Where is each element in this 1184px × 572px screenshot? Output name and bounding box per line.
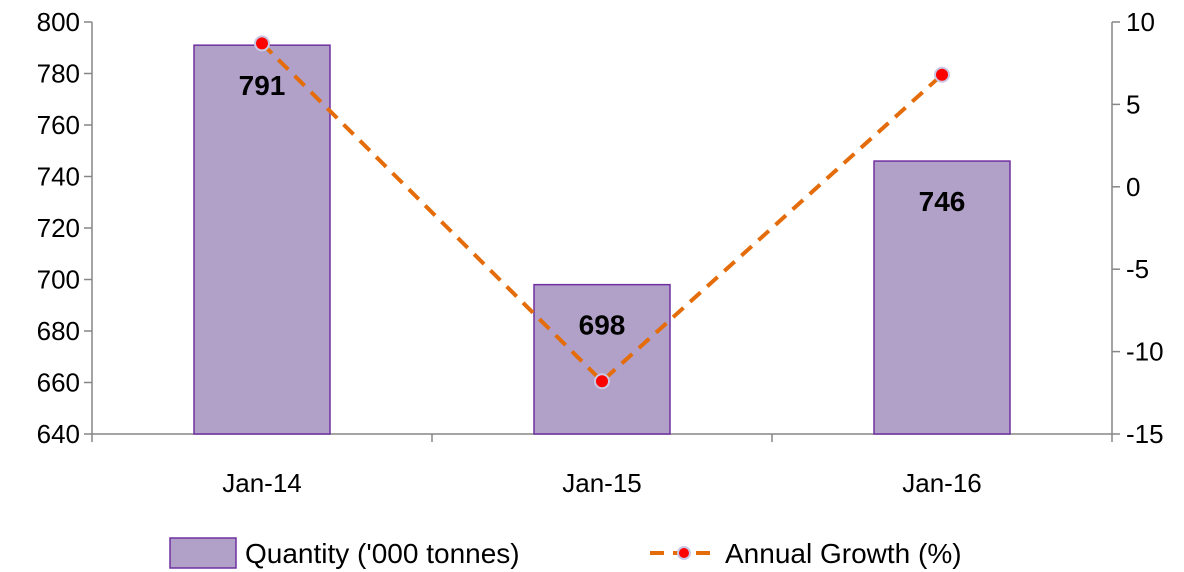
data-labels: 791 698 746	[239, 70, 966, 340]
left-axis-tick-label: 640	[37, 419, 80, 449]
left-axis-tick-label: 720	[37, 213, 80, 243]
growth-line-series	[254, 35, 950, 390]
right-axis-tick-label: -15	[1126, 419, 1164, 449]
x-axis-tick-label: Jan-15	[562, 468, 642, 498]
growth-line	[260, 42, 944, 385]
x-axis-tick-label: Jan-14	[222, 468, 302, 498]
left-axis-tick-label: 660	[37, 368, 80, 398]
x-axis-tick-label: Jan-16	[902, 468, 982, 498]
legend-swatch-growth-marker	[677, 546, 691, 560]
left-axis-tick-label: 700	[37, 265, 80, 295]
bar-data-label: 746	[919, 186, 966, 217]
legend-label-growth: Annual Growth (%)	[725, 538, 962, 569]
growth-marker	[254, 35, 270, 52]
bar-quantity	[193, 44, 331, 435]
bar-quantity	[533, 283, 671, 435]
right-axis-tick-label: 5	[1126, 89, 1140, 119]
legend-label-quantity: Quantity ('000 tonnes)	[245, 538, 520, 569]
right-axis-tick-label: -10	[1126, 337, 1164, 367]
right-axis-tick-label: -5	[1126, 254, 1149, 284]
bars	[193, 44, 1011, 435]
right-axis-tick-label: 10	[1126, 7, 1155, 37]
growth-marker	[594, 373, 610, 390]
bar-quantity	[873, 160, 1011, 435]
bar-data-label: 791	[239, 70, 286, 101]
axes: 640 660 680 700 720 740 760 780 800 -15 -10 -5 0 5 10 J…	[37, 7, 1164, 498]
right-axis-tick-label: 0	[1126, 172, 1140, 202]
legend: Quantity ('000 tonnes) Annual Growth (%)	[169, 537, 962, 569]
left-axis-tick-label: 680	[37, 316, 80, 346]
left-axis-tick-label: 760	[37, 110, 80, 140]
left-axis-tick-label: 800	[37, 7, 80, 37]
bar-data-label: 698	[579, 310, 626, 341]
legend-swatch-quantity	[169, 537, 237, 569]
growth-marker	[934, 66, 950, 83]
left-axis-tick-label: 740	[37, 162, 80, 192]
left-axis-tick-label: 780	[37, 59, 80, 89]
